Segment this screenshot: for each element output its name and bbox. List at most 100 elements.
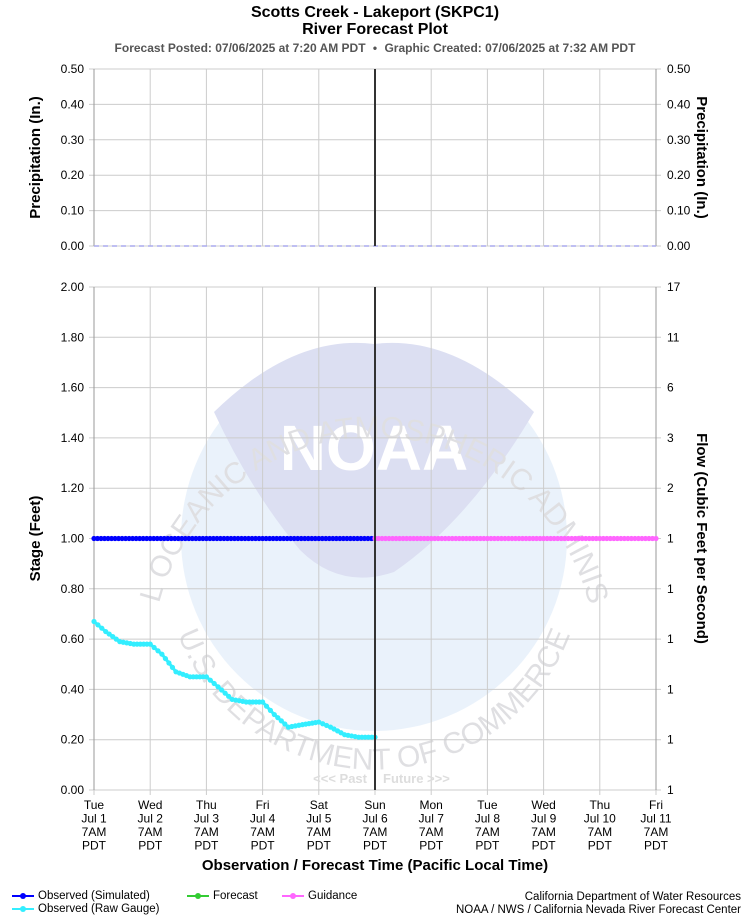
- y-axis-title: Precipitation (In.): [27, 96, 44, 219]
- data-point: [166, 660, 172, 666]
- x-tick-label: PDT: [307, 839, 332, 853]
- legend-swatch: [282, 892, 304, 899]
- chart-title: Scotts Creek - Lakeport (SKPC1): [250, 4, 500, 21]
- data-point: [263, 703, 270, 709]
- y-tick-label: 0.00: [61, 239, 85, 253]
- data-point: [95, 622, 101, 628]
- data-point: [271, 711, 277, 718]
- data-point: [91, 618, 97, 625]
- graphic-created: Graphic Created: 07/06/2025 at 7:32 AM P…: [384, 41, 636, 55]
- y-tick-label-right: 1: [667, 582, 674, 596]
- y-tick-label: 1.00: [61, 532, 85, 546]
- x-tick-label: PDT: [194, 839, 219, 853]
- y-tick-label-right: 0.40: [667, 97, 691, 111]
- x-tick-label: Jul 10: [584, 812, 616, 826]
- y-tick-label: 1.60: [61, 381, 85, 395]
- y-tick-label: 0.40: [61, 97, 85, 111]
- legend-marker: [20, 892, 26, 899]
- x-tick-label: Jul 2: [138, 812, 164, 826]
- y-tick-label-right: 17: [667, 280, 681, 294]
- x-tick-label: Jul 11: [640, 812, 671, 826]
- past-label: <<< Past: [313, 771, 368, 786]
- x-tick-label: Jul 1: [81, 812, 107, 826]
- y-tick-label-right: 2: [667, 481, 674, 495]
- x-tick-label: PDT: [644, 839, 669, 853]
- data-point: [260, 699, 266, 705]
- posted-info: Forecast Posted: 07/06/2025 at 7:20 AM P…: [0, 41, 750, 55]
- y-tick-label-right: 11: [667, 330, 680, 344]
- data-point: [162, 655, 169, 662]
- x-tick-label: 7AM: [138, 825, 163, 839]
- y-tick-label: 0.10: [61, 204, 85, 218]
- data-point: [151, 644, 157, 651]
- legend-marker: [20, 905, 26, 912]
- legend-label: Forecast: [213, 890, 258, 902]
- x-tick-label: PDT: [363, 839, 388, 853]
- x-tick-label: Tue: [477, 798, 498, 812]
- x-tick-label: Jul 3: [194, 812, 220, 826]
- data-point: [222, 690, 228, 696]
- x-tick-label: Thu: [589, 798, 610, 812]
- x-tick-label: Jul 7: [419, 812, 445, 826]
- legend-item: Observed (Raw Gauge): [12, 903, 159, 915]
- y-tick-label-right: 1: [667, 733, 674, 747]
- y-tick-label: 0.20: [61, 168, 85, 182]
- y-tick-label: 0.60: [61, 632, 85, 646]
- data-point: [278, 718, 284, 724]
- credit-cnrfc: NOAA / NWS / California Nevada River For…: [455, 904, 741, 916]
- y-tick-label: 1.80: [61, 330, 85, 344]
- legend-label: Observed (Simulated): [38, 890, 150, 902]
- x-tick-label: 7AM: [82, 825, 107, 839]
- y-tick-label: 2.00: [61, 280, 85, 294]
- data-point: [203, 674, 209, 680]
- data-point: [211, 680, 217, 687]
- data-point: [282, 721, 288, 727]
- data-point: [159, 651, 165, 657]
- legend-swatch: [12, 905, 34, 912]
- data-point: [207, 677, 213, 683]
- x-tick-label: 7AM: [531, 825, 556, 839]
- y-tick-label-right: 1: [667, 532, 674, 546]
- x-tick-label: 7AM: [250, 825, 275, 839]
- data-point: [147, 641, 153, 647]
- x-tick-label: PDT: [588, 839, 613, 853]
- forecast-posted: Forecast Posted: 07/06/2025 at 7:20 AM P…: [114, 41, 366, 55]
- y-tick-label: 0.00: [61, 783, 85, 797]
- y-tick-label: 0.40: [61, 682, 85, 696]
- x-tick-label: 7AM: [475, 825, 500, 839]
- legend-marker: [290, 892, 296, 899]
- x-tick-label: Jul 6: [362, 812, 388, 826]
- y-tick-label-right: 1: [667, 783, 674, 797]
- x-tick-label: Jul 5: [306, 812, 332, 826]
- x-tick-label: PDT: [419, 839, 444, 853]
- legend-swatch: [187, 892, 209, 899]
- legend-label: Observed (Raw Gauge): [38, 903, 160, 915]
- future-label: Future >>>: [383, 771, 450, 786]
- x-tick-label: PDT: [251, 839, 276, 853]
- credit-dwr: California Department of Water Resources: [524, 891, 741, 903]
- x-tick-label: Fri: [649, 798, 663, 812]
- data-point: [155, 648, 161, 654]
- legend-swatch: [12, 892, 34, 899]
- y-tick-label-right: 6: [667, 381, 674, 395]
- y-tick-label-right: 3: [667, 431, 674, 445]
- x-tick-label: Sat: [310, 798, 329, 812]
- x-tick-label: Wed: [531, 798, 555, 812]
- y-axis-title: Stage (Feet): [27, 496, 44, 582]
- legend-item: Guidance: [282, 890, 357, 902]
- y-tick-label: 0.30: [61, 133, 85, 147]
- x-tick-label: 7AM: [306, 825, 331, 839]
- x-tick-label: PDT: [475, 839, 500, 853]
- y-tick-label-right: 1: [667, 682, 674, 696]
- legend-label: Guidance: [308, 890, 358, 902]
- x-tick-label: Mon: [420, 798, 443, 812]
- data-point: [169, 664, 176, 670]
- data-point: [267, 707, 274, 713]
- x-tick-label: Wed: [138, 798, 162, 812]
- y-tick-label-right: 0.00: [667, 239, 691, 253]
- y-tick-label: 0.50: [61, 62, 85, 76]
- x-axis-title: Observation / Forecast Time (Pacific Loc…: [202, 857, 548, 874]
- x-tick-label: 7AM: [644, 825, 669, 839]
- data-point: [275, 715, 281, 721]
- x-tick-label: Tue: [84, 798, 105, 812]
